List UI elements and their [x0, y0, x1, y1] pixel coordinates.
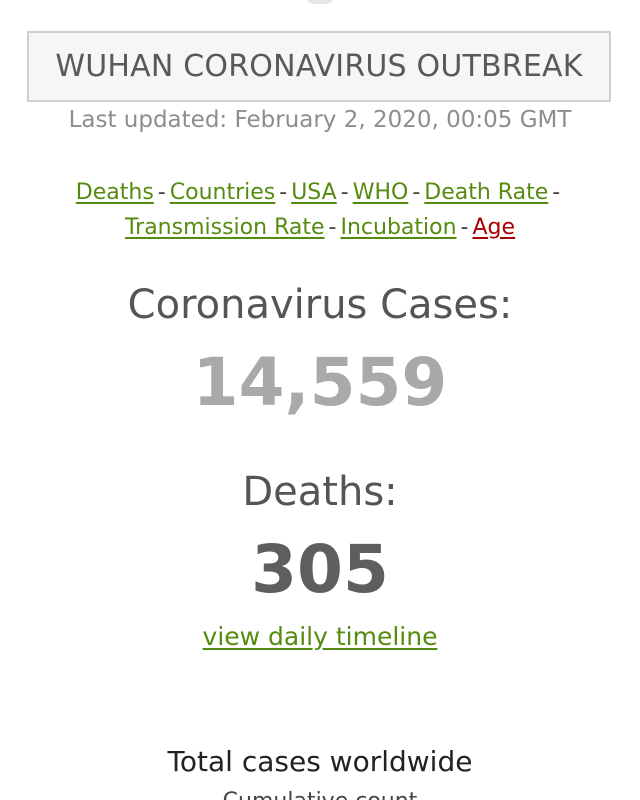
nav-link-death-rate[interactable]: Death Rate — [424, 180, 549, 205]
nav-link-who[interactable]: WHO — [352, 180, 409, 205]
total-cases-subtext: Cumulative count — [0, 789, 640, 800]
nav-links-row-1: Deaths - Countries - USA - WHO - Death Rate - — [0, 180, 640, 205]
top-icon-fragment — [306, 0, 334, 4]
nav-links-row-2: Transmission Rate - Incubation - Age — [0, 215, 640, 240]
view-daily-timeline-link[interactable]: view daily timeline — [202, 622, 438, 651]
timeline-link-wrapper: view daily timeline — [0, 622, 640, 651]
nav-link-countries[interactable]: Countries — [169, 180, 276, 205]
nav-separator: - — [279, 180, 288, 205]
nav-separator: - — [340, 180, 349, 205]
nav-link-deaths[interactable]: Deaths — [75, 180, 154, 205]
nav-separator: - — [412, 180, 421, 205]
title-banner: WUHAN CORONAVIRUS OUTBREAK — [27, 31, 611, 102]
nav-separator: - — [328, 215, 337, 240]
cases-count: 14,559 — [192, 344, 448, 421]
nav-separator: - — [552, 180, 561, 205]
last-updated-text: Last updated: February 2, 2020, 00:05 GM… — [68, 107, 572, 133]
page-title: WUHAN CORONAVIRUS OUTBREAK — [55, 49, 583, 84]
total-cases-heading: Total cases worldwide — [167, 745, 473, 778]
nav-separator: - — [157, 180, 166, 205]
nav-link-usa[interactable]: USA — [291, 180, 337, 205]
nav-link-incubation[interactable]: Incubation — [340, 215, 457, 240]
nav-separator: - — [460, 215, 469, 240]
deaths-count: 305 — [251, 531, 389, 608]
cases-label: Coronavirus Cases: — [127, 282, 513, 328]
nav-link-age[interactable]: Age — [472, 215, 516, 240]
nav-link-transmission-rate[interactable]: Transmission Rate — [124, 215, 325, 240]
deaths-label: Deaths: — [242, 469, 398, 515]
